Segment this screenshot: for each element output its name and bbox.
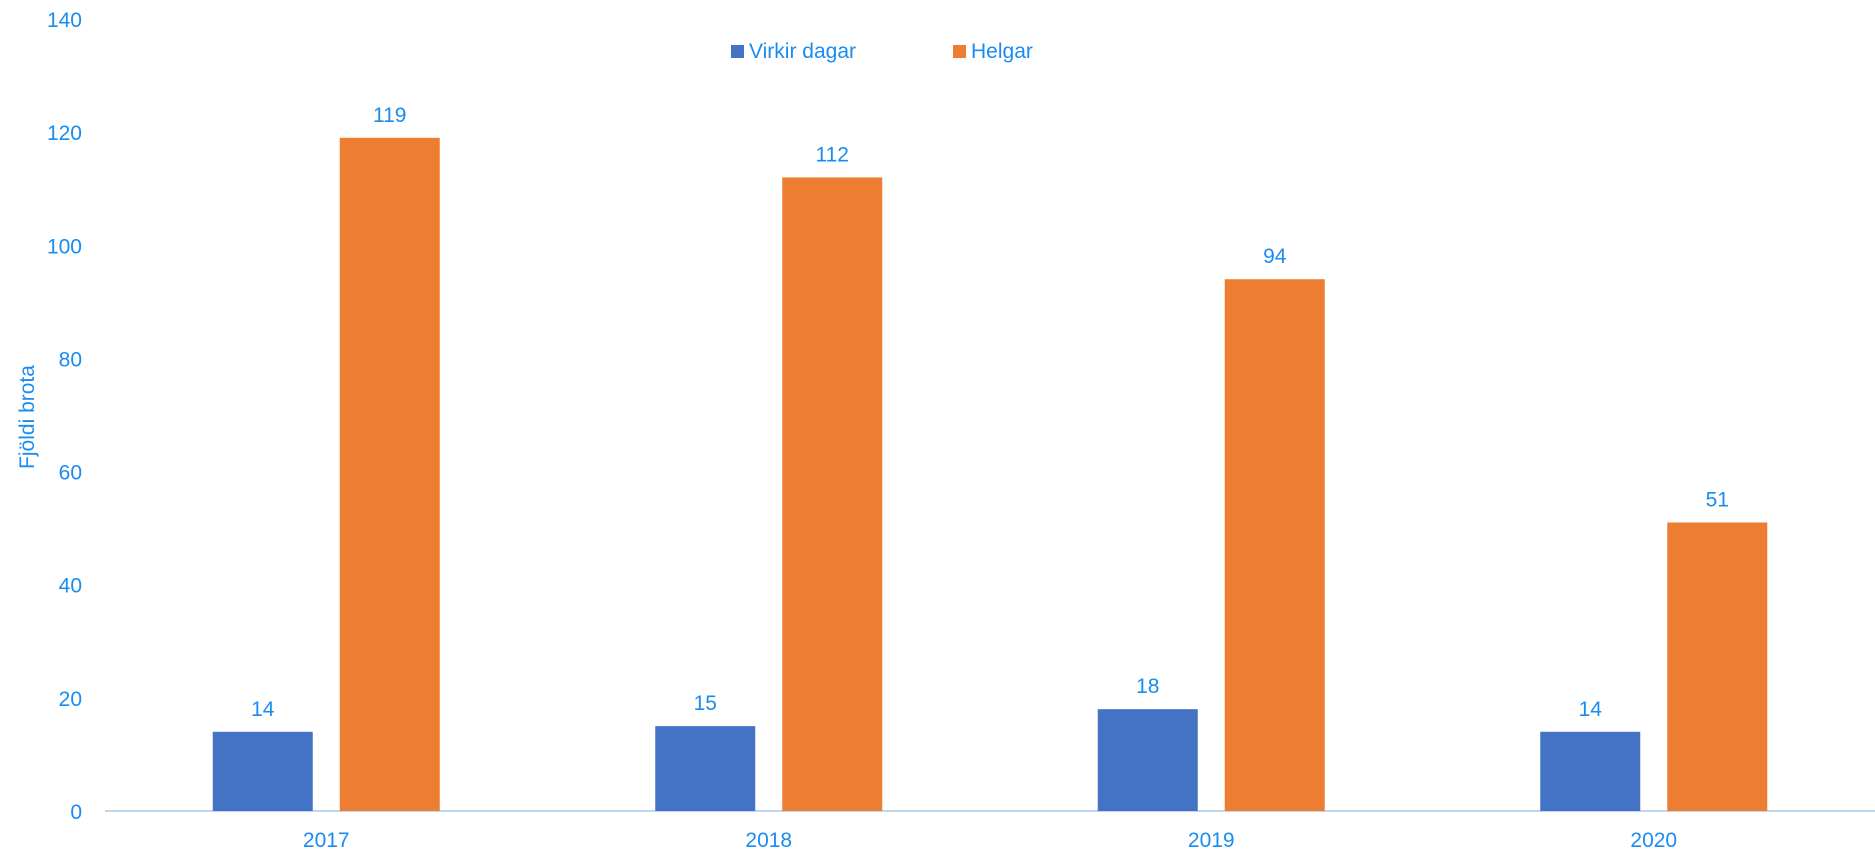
x-axis-ticks: 2017 2018 2019 2020 <box>303 829 1677 851</box>
legend: Virkir dagar Helgar <box>731 40 1033 63</box>
y-tick-label: 80 <box>59 348 82 371</box>
y-tick-label: 60 <box>59 462 82 485</box>
data-label-helgar: 112 <box>816 143 849 166</box>
y-tick-label: 140 <box>47 9 82 32</box>
y-axis-ticks: 0 20 40 60 80 100 120 140 <box>47 9 82 824</box>
y-tick-label: 120 <box>47 122 82 145</box>
data-label-virkir-dagar: 14 <box>251 698 275 721</box>
bar-helgar <box>1224 279 1325 811</box>
data-label-virkir-dagar: 14 <box>1579 698 1603 721</box>
legend-swatch <box>731 45 744 58</box>
bar-helgar <box>782 177 883 811</box>
y-axis-label: Fjöldi brota <box>16 365 39 469</box>
bars-group: 14 119 15 112 18 94 14 51 <box>212 104 1768 812</box>
data-label-virkir-dagar: 18 <box>1136 675 1159 698</box>
x-tick-label: 2020 <box>1630 829 1677 851</box>
legend-swatch <box>953 45 966 58</box>
y-tick-label: 40 <box>59 575 82 598</box>
legend-label: Virkir dagar <box>749 40 856 63</box>
y-tick-label: 20 <box>59 688 82 711</box>
legend-label: Helgar <box>971 40 1033 63</box>
x-tick-label: 2018 <box>745 829 792 851</box>
bar-helgar <box>1667 522 1768 811</box>
bar-virkir-dagar <box>1540 731 1641 811</box>
bar-virkir-dagar <box>1097 709 1198 811</box>
x-tick-label: 2019 <box>1188 829 1235 851</box>
data-label-helgar: 94 <box>1263 245 1287 268</box>
data-label-helgar: 51 <box>1706 488 1729 511</box>
y-tick-label: 100 <box>47 235 82 258</box>
data-label-virkir-dagar: 15 <box>694 692 717 715</box>
bar-helgar <box>339 137 440 812</box>
x-tick-label: 2017 <box>303 829 350 851</box>
data-label-helgar: 119 <box>373 104 406 127</box>
bar-virkir-dagar <box>212 731 313 811</box>
y-tick-label: 0 <box>70 801 82 824</box>
bar-virkir-dagar <box>655 726 756 811</box>
